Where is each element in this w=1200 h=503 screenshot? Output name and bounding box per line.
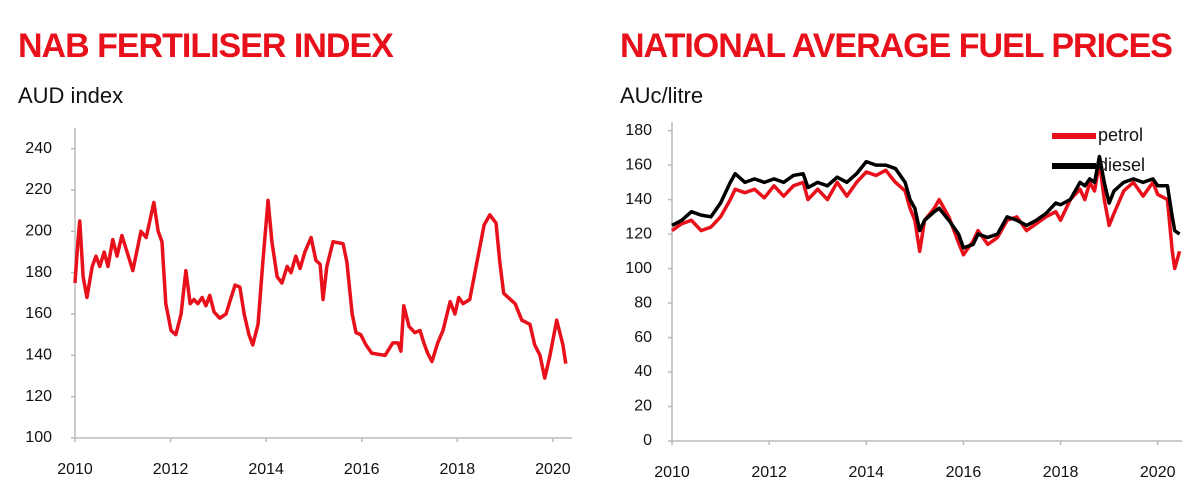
- x-tick-label: 2018: [440, 461, 476, 478]
- chart-subtitle: AUc/litre: [620, 83, 703, 108]
- line: [671, 154, 1181, 250]
- x-tick-label: 2014: [248, 461, 284, 478]
- y-tick-label: 60: [634, 329, 652, 346]
- x-tick-label: 2016: [946, 464, 982, 481]
- chart-title: NATIONAL AVERAGE FUEL PRICES: [620, 27, 1172, 65]
- y-tick-label: 240: [25, 140, 52, 157]
- y-tick-label: 160: [25, 305, 52, 322]
- legend-label: diesel: [1098, 155, 1145, 175]
- line: [73, 198, 568, 380]
- legend-label: petrol: [1098, 125, 1143, 145]
- x-tick-label: 2016: [344, 461, 380, 478]
- x-tick-label: 2014: [848, 464, 884, 481]
- y-tick-label: 160: [625, 156, 652, 173]
- y-tick-label: 20: [634, 398, 652, 415]
- y-tick-label: 120: [625, 225, 652, 242]
- y-tick-label: 100: [25, 429, 52, 446]
- y-tick-label: 180: [25, 264, 52, 281]
- x-tick-label: 2020: [1140, 464, 1176, 481]
- chart-title: NAB FERTILISER INDEX: [18, 27, 394, 65]
- y-tick-label: 100: [625, 260, 652, 277]
- chart-subtitle: AUD index: [18, 83, 123, 108]
- y-tick-label: 200: [25, 223, 52, 240]
- y-tick-label: 220: [25, 181, 52, 198]
- y-tick-label: 140: [625, 191, 652, 208]
- x-tick-label: 2012: [751, 464, 787, 481]
- y-tick-label: 80: [634, 294, 652, 311]
- x-tick-label: 2018: [1043, 464, 1079, 481]
- y-tick-label: 40: [634, 363, 652, 380]
- y-tick-label: 180: [625, 122, 652, 139]
- line: [670, 159, 1182, 271]
- x-tick-label: 2012: [153, 461, 189, 478]
- x-tick-label: 2010: [57, 461, 93, 478]
- y-tick-label: 0: [643, 432, 652, 449]
- x-tick-label: 2020: [535, 461, 571, 478]
- y-tick-label: 140: [25, 347, 52, 364]
- y-tick-label: 120: [25, 388, 52, 405]
- x-tick-label: 2010: [654, 464, 690, 481]
